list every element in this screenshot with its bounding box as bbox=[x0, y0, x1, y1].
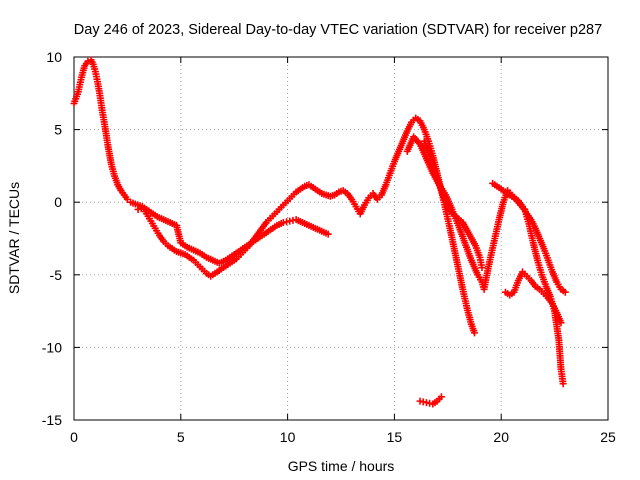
data-point bbox=[557, 319, 565, 327]
data-point bbox=[559, 380, 567, 388]
chart-title: Day 246 of 2023, Sidereal Day-to-day VTE… bbox=[74, 22, 602, 38]
series-4 bbox=[489, 179, 569, 296]
x-tick-label: 5 bbox=[177, 429, 185, 445]
x-tick-label: 20 bbox=[493, 429, 509, 445]
grid bbox=[74, 57, 608, 420]
y-tick-label: -10 bbox=[42, 339, 62, 355]
x-tick-label: 10 bbox=[280, 429, 296, 445]
data-point bbox=[478, 264, 486, 272]
x-tick-labels: 0 5 10 15 20 25 bbox=[70, 429, 616, 445]
series-3 bbox=[403, 133, 567, 388]
y-axis-label: SDTVAR / TECUs bbox=[6, 182, 22, 294]
y-tick-label: -5 bbox=[50, 267, 63, 283]
x-axis-label: GPS time / hours bbox=[288, 458, 395, 474]
y-tick-labels: -15 -10 -5 0 5 10 bbox=[42, 49, 62, 428]
series-1 bbox=[70, 56, 478, 337]
data-point bbox=[561, 288, 569, 296]
y-tick-label: 10 bbox=[46, 49, 62, 65]
y-tick-label: 0 bbox=[54, 194, 62, 210]
data-point bbox=[324, 230, 332, 238]
data-point bbox=[437, 393, 445, 401]
plot-frame bbox=[73, 56, 609, 421]
x-tick-label: 25 bbox=[600, 429, 616, 445]
series-5 bbox=[501, 268, 565, 327]
series-7 bbox=[416, 393, 445, 408]
data-marks bbox=[70, 56, 569, 408]
x-tick-label: 15 bbox=[387, 429, 403, 445]
series-2 bbox=[134, 204, 332, 267]
y-tick-label: -15 bbox=[42, 412, 62, 428]
series-6 bbox=[420, 137, 486, 272]
data-point bbox=[471, 329, 478, 337]
x-tick-label: 0 bbox=[70, 429, 78, 445]
y-tick-label: 5 bbox=[54, 122, 62, 138]
axis-ticks bbox=[73, 56, 609, 421]
